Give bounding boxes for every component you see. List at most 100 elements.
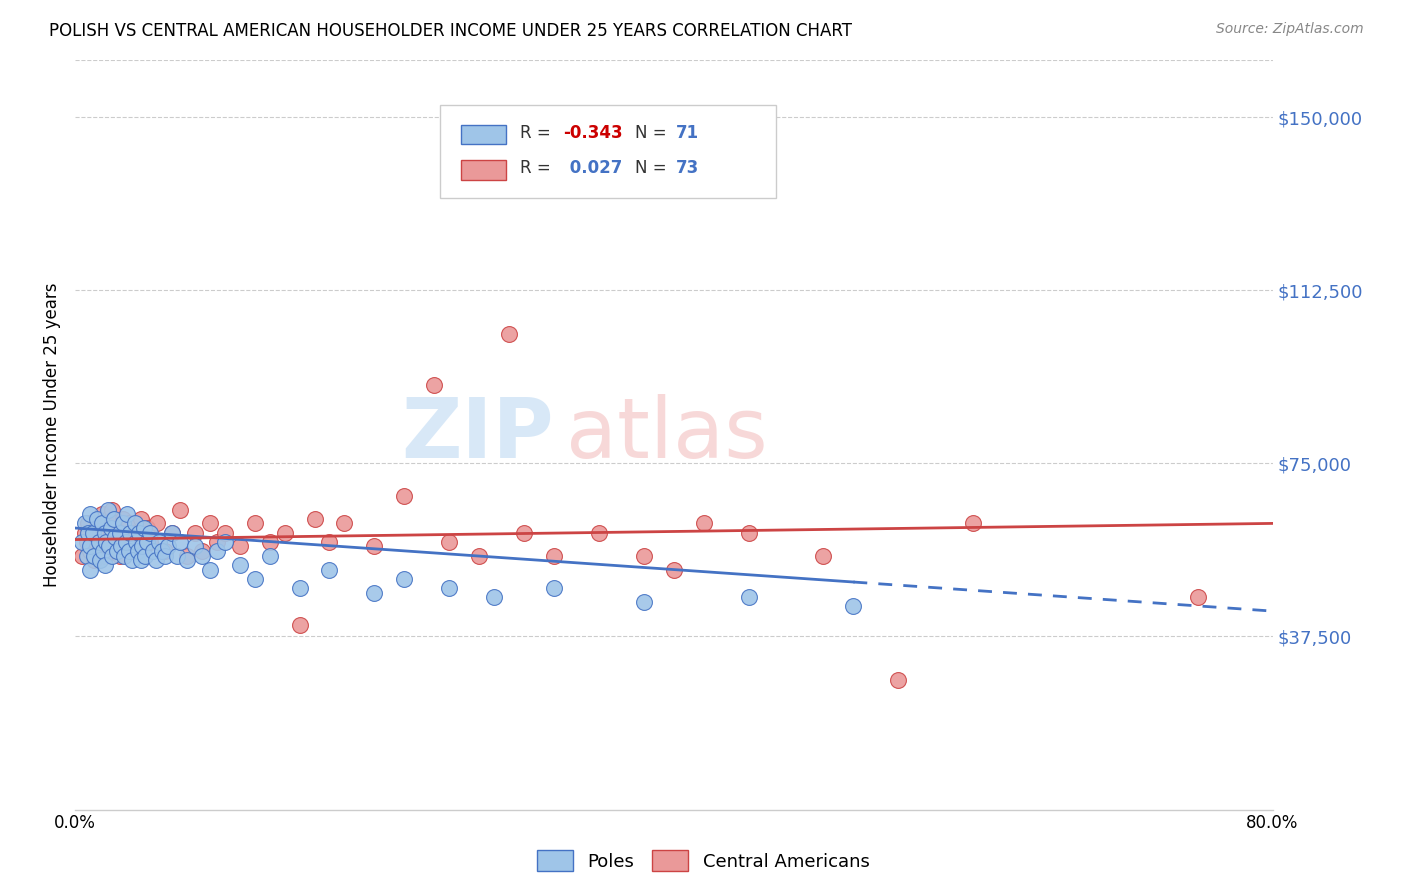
Point: [72, 549, 94, 563]
Point: [110, 530, 132, 544]
Point: [110, 540, 132, 554]
Point: [89, 553, 111, 567]
Point: [132, 540, 155, 554]
Point: [100, 521, 122, 535]
Point: [79, 507, 101, 521]
Point: [288, 618, 311, 632]
Point: [104, 516, 127, 531]
Point: [115, 534, 138, 549]
Text: 73: 73: [676, 160, 699, 178]
FancyBboxPatch shape: [461, 125, 506, 145]
Point: [156, 540, 179, 554]
Point: [162, 525, 184, 540]
Point: [146, 516, 169, 531]
Point: [124, 516, 146, 531]
Point: [150, 544, 173, 558]
Point: [91, 516, 114, 531]
Point: [662, 563, 685, 577]
Point: [77, 525, 100, 540]
Point: [94, 516, 117, 531]
Point: [117, 534, 139, 549]
Point: [243, 516, 266, 531]
Point: [468, 549, 491, 563]
Point: [191, 549, 214, 563]
Point: [76, 534, 98, 549]
Point: [887, 673, 910, 688]
Point: [214, 525, 236, 540]
Point: [84, 534, 107, 549]
Point: [112, 549, 135, 563]
Point: [394, 489, 416, 503]
Point: [363, 540, 385, 554]
Point: [121, 544, 143, 558]
Point: [117, 507, 139, 521]
Text: -0.343: -0.343: [564, 124, 623, 142]
Point: [288, 581, 311, 595]
Point: [94, 525, 117, 540]
Point: [125, 534, 148, 549]
Point: [1187, 591, 1209, 605]
Point: [131, 540, 153, 554]
Point: [77, 516, 100, 531]
Point: [115, 521, 138, 535]
Point: [176, 553, 198, 567]
Text: 71: 71: [676, 124, 699, 142]
Point: [482, 591, 505, 605]
Point: [737, 591, 759, 605]
Text: N =: N =: [636, 160, 672, 178]
Point: [692, 516, 714, 531]
Point: [139, 534, 162, 549]
Point: [228, 540, 250, 554]
Point: [103, 534, 125, 549]
Point: [394, 572, 416, 586]
Point: [93, 544, 115, 558]
Point: [111, 512, 134, 526]
Point: [139, 525, 162, 540]
Point: [142, 544, 165, 558]
Point: [588, 525, 610, 540]
Point: [79, 563, 101, 577]
Point: [96, 530, 118, 544]
Point: [333, 516, 356, 531]
Point: [104, 530, 127, 544]
Point: [120, 525, 142, 540]
Point: [127, 544, 149, 558]
Point: [97, 512, 120, 526]
Point: [98, 544, 121, 558]
Point: [205, 544, 228, 558]
Point: [89, 525, 111, 540]
Point: [124, 525, 146, 540]
Point: [76, 549, 98, 563]
Point: [633, 595, 655, 609]
Point: [75, 516, 97, 531]
Point: [108, 525, 131, 540]
Point: [82, 525, 104, 540]
Point: [842, 599, 865, 614]
Point: [83, 549, 105, 563]
Point: [145, 553, 167, 567]
Point: [101, 549, 124, 563]
Point: [87, 534, 110, 549]
Point: [184, 540, 207, 554]
Point: [103, 512, 125, 526]
Legend: Poles, Central Americans: Poles, Central Americans: [529, 843, 877, 879]
Text: POLISH VS CENTRAL AMERICAN HOUSEHOLDER INCOME UNDER 25 YEARS CORRELATION CHART: POLISH VS CENTRAL AMERICAN HOUSEHOLDER I…: [49, 22, 852, 40]
Point: [228, 558, 250, 572]
Point: [259, 534, 281, 549]
Point: [121, 553, 143, 567]
Text: ZIP: ZIP: [402, 394, 554, 475]
Point: [198, 563, 221, 577]
Text: R =: R =: [520, 160, 557, 178]
Point: [813, 549, 835, 563]
Text: Source: ZipAtlas.com: Source: ZipAtlas.com: [1216, 22, 1364, 37]
Text: 0.027: 0.027: [564, 160, 621, 178]
Point: [100, 525, 122, 540]
Point: [107, 525, 129, 540]
Point: [633, 549, 655, 563]
Point: [169, 502, 191, 516]
Point: [128, 525, 150, 540]
Point: [91, 507, 114, 521]
Point: [94, 558, 117, 572]
Point: [129, 553, 152, 567]
Point: [318, 563, 340, 577]
